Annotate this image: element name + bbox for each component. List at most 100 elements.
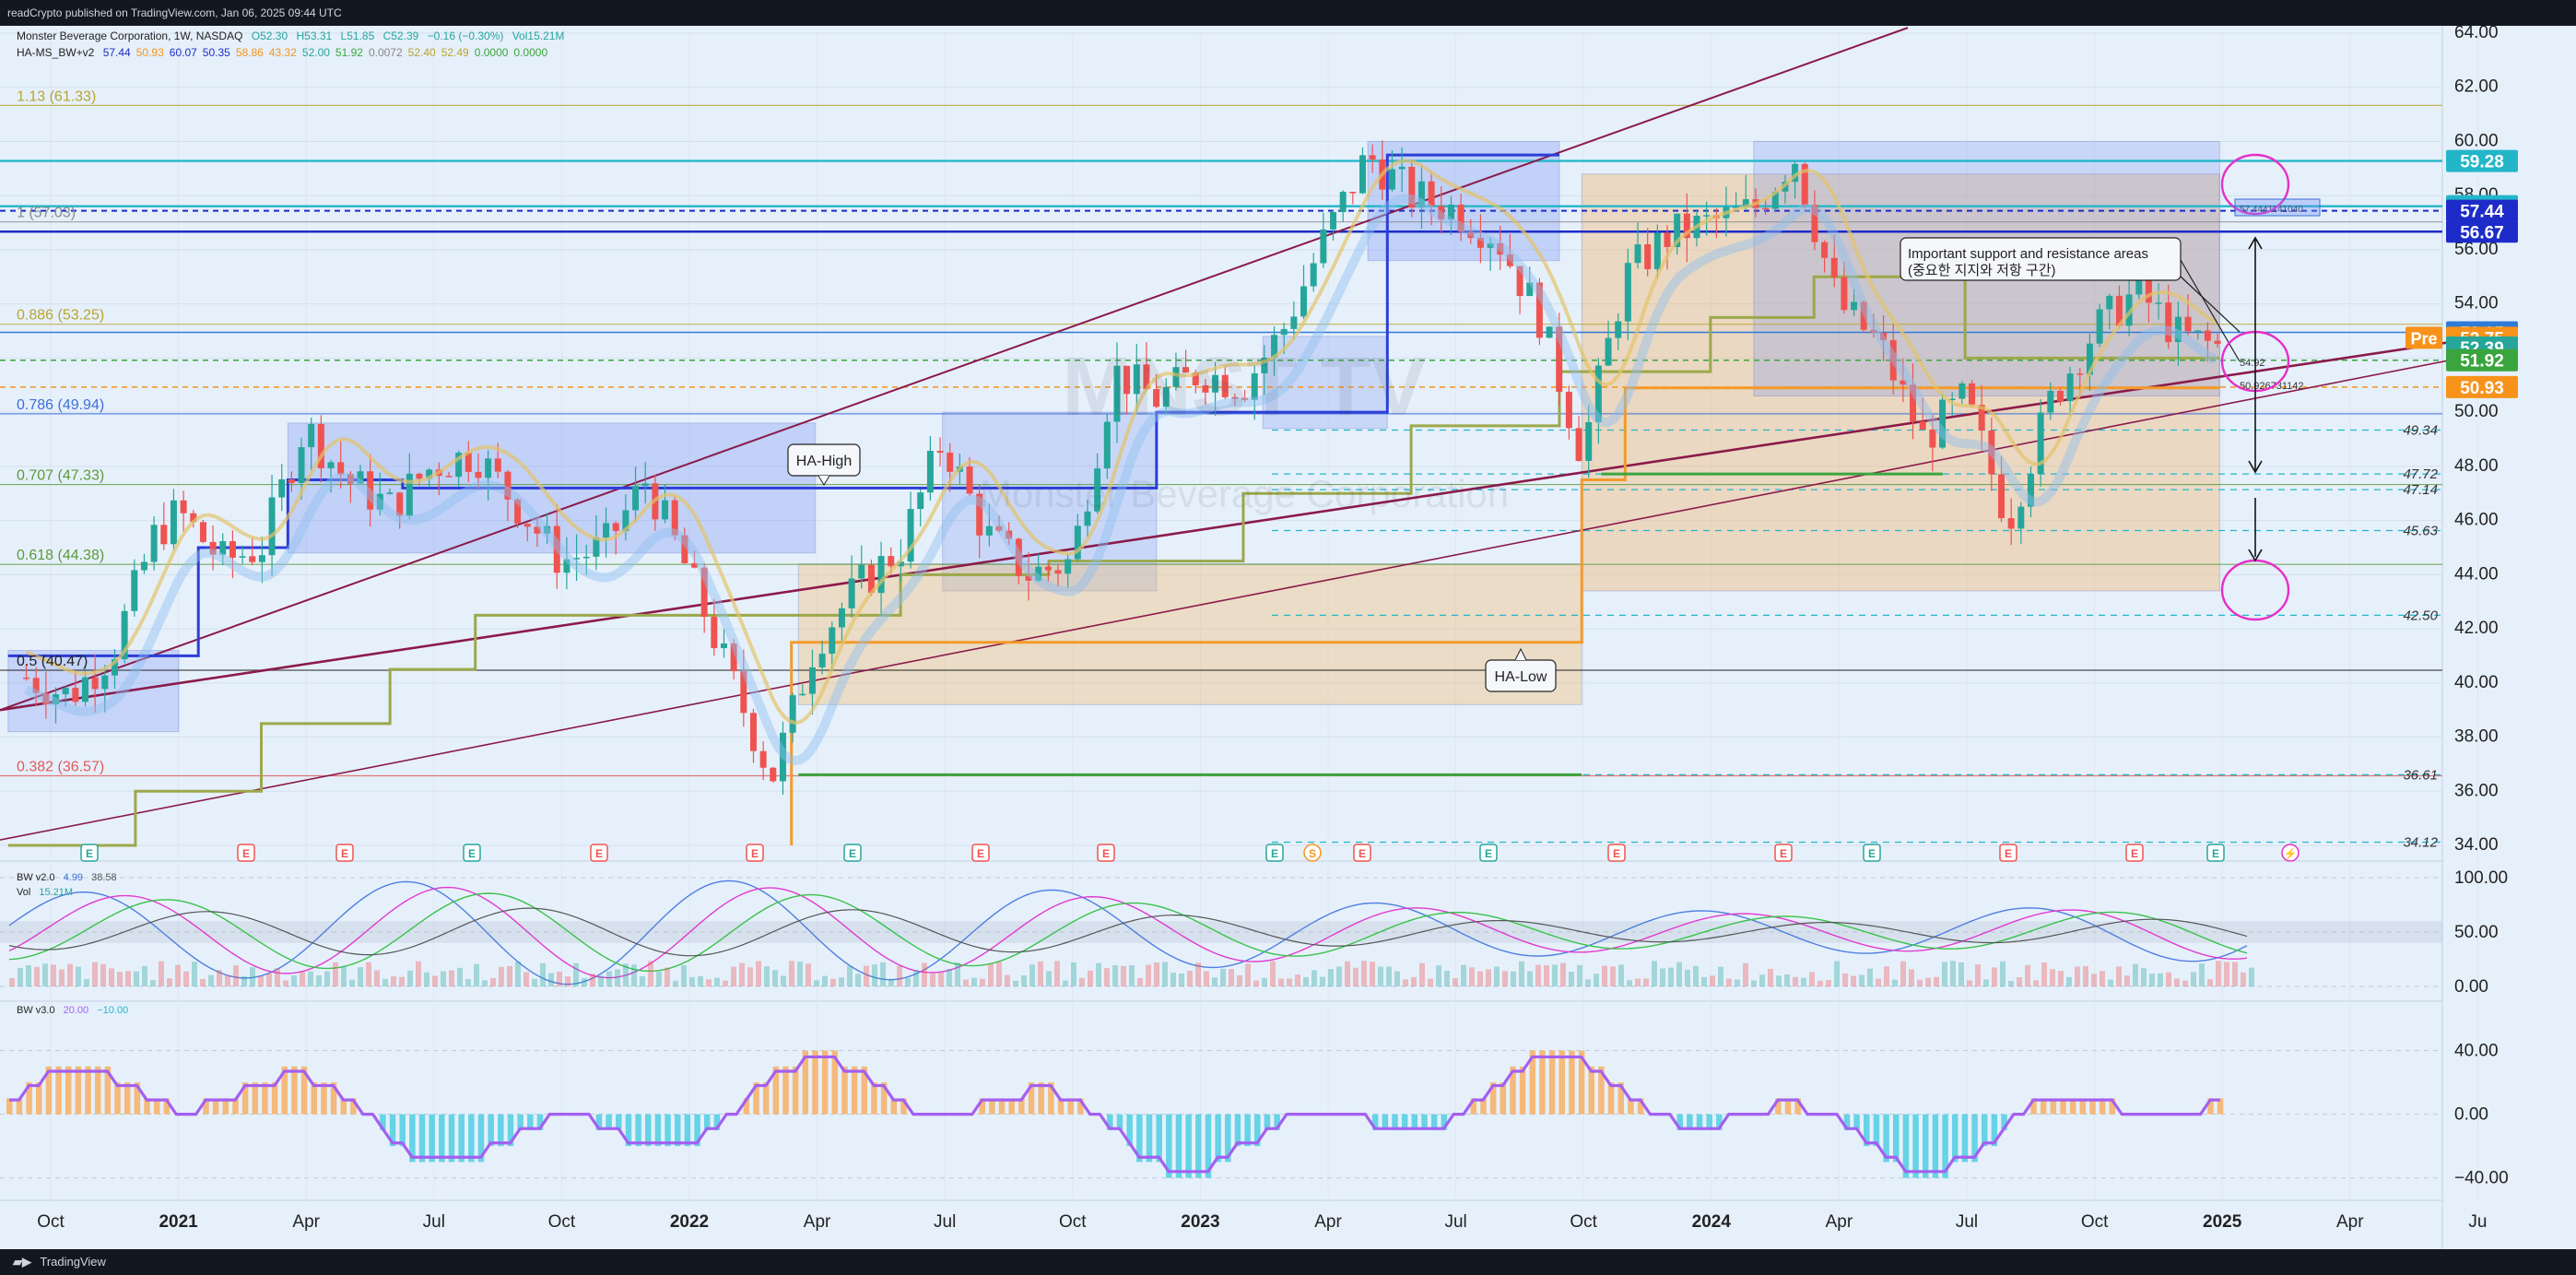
volume-bar <box>441 971 446 986</box>
candle-body <box>140 561 147 571</box>
event-marker[interactable] <box>1479 844 1498 862</box>
candle-body <box>1811 205 1818 242</box>
volume-bar <box>1411 976 1417 986</box>
volume-bar <box>1535 964 1541 986</box>
bw3-legend[interactable]: BW v3.0 20.00 −10.00 <box>17 1005 134 1016</box>
event-marker[interactable] <box>1607 844 1626 862</box>
candle-body <box>947 452 954 472</box>
event-marker[interactable] <box>2281 844 2300 862</box>
volume-bar <box>1826 980 1831 986</box>
candle-body <box>2174 316 2182 343</box>
candle-body <box>1762 207 1770 210</box>
fib-label: 0.886 (53.25) <box>17 308 104 324</box>
volume-bar <box>2008 980 2014 986</box>
event-marker[interactable] <box>1353 844 1371 862</box>
volume-bar <box>1685 969 1690 986</box>
bw2-band <box>0 921 2442 943</box>
event-marker[interactable] <box>80 844 99 862</box>
candle-body <box>62 688 69 695</box>
event-marker[interactable] <box>1999 844 2017 862</box>
bw3-histogram-bar <box>1893 1114 1900 1163</box>
volume-bar <box>698 975 703 986</box>
candle-body <box>1801 163 1808 206</box>
volume-bar <box>2207 979 2213 986</box>
event-marker[interactable] <box>1097 844 1115 862</box>
volume-bar <box>1063 980 1068 986</box>
volume-bar <box>34 966 40 986</box>
bw3-histogram-bar <box>1156 1114 1162 1163</box>
candle-body <box>1035 566 1042 581</box>
bw2-name[interactable]: BW v2.0 <box>17 872 55 883</box>
symbol-legend[interactable]: Monster Beverage Corporation, 1W, NASDAQ… <box>17 30 570 42</box>
volume-bar <box>1320 976 1325 986</box>
bw3-histogram-bar <box>1185 1114 1192 1178</box>
candle-body <box>327 462 335 468</box>
time-tick-label: 2024 <box>1692 1212 1732 1232</box>
event-marker[interactable] <box>971 844 990 862</box>
fib-label: 0.5 (40.47) <box>17 654 88 669</box>
bw3-name[interactable]: BW v3.0 <box>17 1005 55 1016</box>
volume-bar <box>1013 980 1018 986</box>
event-marker[interactable] <box>2206 844 2225 862</box>
channel-lower-line <box>0 351 2489 841</box>
candle-body <box>1870 329 1877 333</box>
volume-bar <box>2232 962 2238 986</box>
candle-body <box>416 473 423 479</box>
candle-body <box>1674 213 1681 247</box>
time-tick-label: Oct <box>548 1212 576 1232</box>
volume-bar <box>2174 978 2180 986</box>
volume-bar <box>499 966 504 986</box>
volume-bar <box>1146 964 1151 986</box>
event-marker-label: E <box>1359 847 1366 860</box>
volume-bar <box>391 976 396 986</box>
time-tick-label: 2023 <box>1181 1212 1219 1232</box>
vol-name[interactable]: Vol <box>17 887 31 898</box>
volume-bar <box>333 962 338 986</box>
symbol-title[interactable]: Monster Beverage Corporation, 1W, NASDAQ <box>17 30 243 42</box>
volume-bar <box>1809 972 1815 986</box>
volume-bar <box>806 963 811 986</box>
volume-bar <box>1469 967 1475 986</box>
candle-body <box>1516 266 1523 297</box>
event-marker[interactable] <box>463 844 481 862</box>
volume-bar <box>51 964 56 986</box>
bw3-histogram-bar <box>527 1114 534 1130</box>
candle-body <box>897 561 904 567</box>
indicator-value: 58.86 <box>235 46 264 59</box>
bw3-histogram-bar <box>989 1098 995 1115</box>
event-marker[interactable] <box>237 844 255 862</box>
event-marker[interactable] <box>746 844 764 862</box>
candle-body <box>475 471 482 478</box>
vol-legend[interactable]: Vol 15.21M <box>17 887 78 898</box>
volume-bar <box>2191 972 2196 986</box>
event-marker[interactable] <box>590 844 608 862</box>
event-marker[interactable] <box>1265 844 1284 862</box>
bw3-histogram-bar <box>271 1082 278 1115</box>
volume-bar <box>250 967 255 986</box>
bw3-histogram-bar <box>772 1066 780 1115</box>
bw2-slow-line <box>8 892 2248 973</box>
volume-bar <box>1270 961 1276 986</box>
event-marker-label: S <box>1309 847 1316 860</box>
event-marker[interactable] <box>335 844 354 862</box>
volume-bar <box>465 979 471 986</box>
event-marker[interactable] <box>843 844 862 862</box>
volume-bar <box>2141 968 2147 986</box>
bw3-value-2: −10.00 <box>97 1005 129 1016</box>
bw3-histogram-bar <box>75 1066 82 1115</box>
bw2-legend[interactable]: BW v2.0 4.99 38.58 <box>17 872 123 883</box>
event-marker[interactable] <box>1774 844 1793 862</box>
event-marker[interactable] <box>1303 844 1322 862</box>
bw3-histogram-bar <box>616 1114 622 1130</box>
indicator-name[interactable]: HA-MS_BW+v2 <box>17 46 95 59</box>
candle-body <box>1408 166 1416 208</box>
volume-bar <box>407 970 413 986</box>
price-badge-label: 51.92 <box>2460 352 2504 372</box>
event-marker[interactable] <box>1863 844 1881 862</box>
volume-bar <box>963 979 969 986</box>
indicator-legend[interactable]: HA-MS_BW+v2 57.44 50.93 60.07 50.35 58.86 43.… <box>17 46 559 59</box>
bw3-histogram-bar <box>1617 1082 1624 1115</box>
candle-body <box>720 643 727 649</box>
event-marker[interactable] <box>2125 844 2144 862</box>
